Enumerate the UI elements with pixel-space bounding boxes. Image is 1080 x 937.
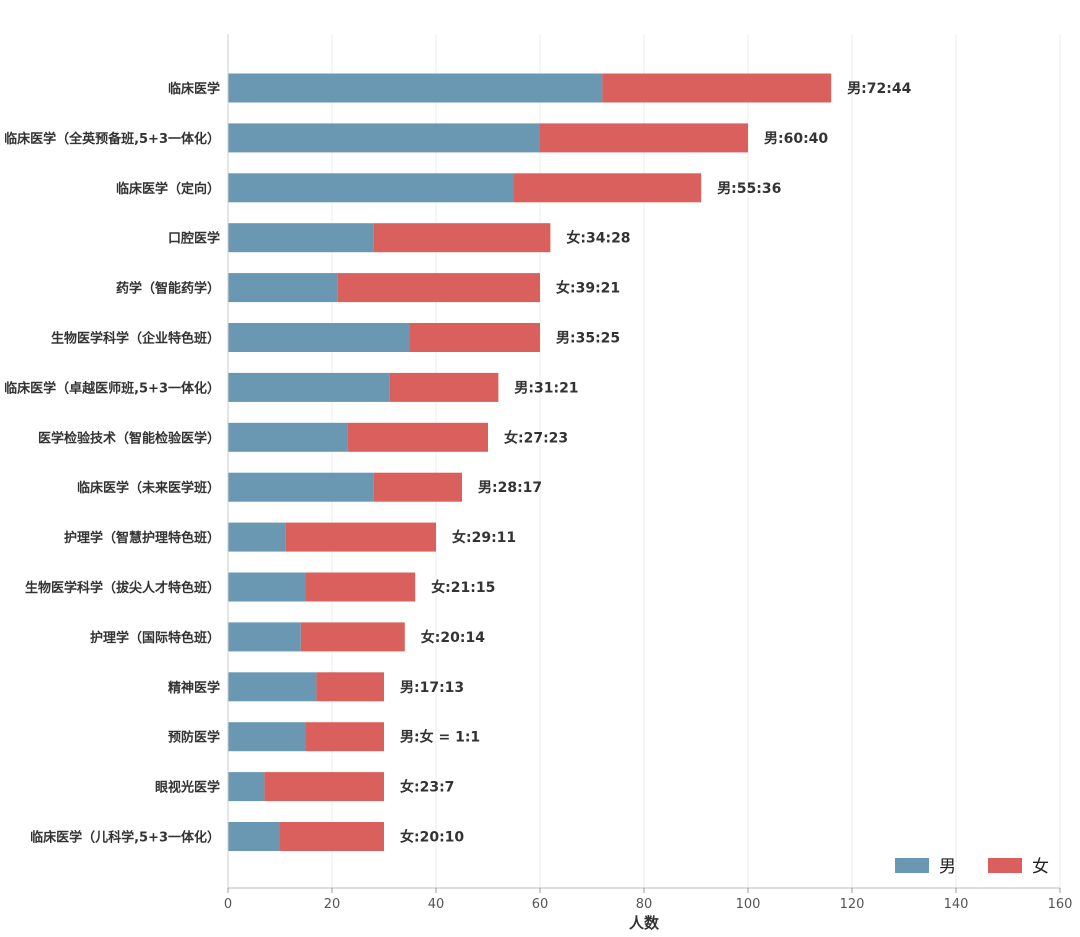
x-tick-label-0: 0 (224, 897, 232, 912)
category-label-7: 医学检验技术（智能检验医学） (38, 430, 220, 446)
bar-14-series-1 (264, 772, 384, 802)
x-tick-label-40: 40 (428, 897, 445, 912)
bar-11-series-0 (228, 622, 301, 652)
x-axis-title: 人数 (629, 914, 660, 932)
bar-value-label-2: 男:55:36 (717, 181, 781, 197)
category-label-2: 临床医学（定向） (116, 181, 220, 197)
bar-value-label-8: 男:28:17 (478, 480, 542, 496)
category-label-12: 精神医学 (168, 680, 220, 696)
bar-0-series-1 (602, 73, 832, 103)
category-label-6: 临床医学（卓越医师班,5+3一体化） (4, 380, 220, 396)
bar-13-series-1 (306, 722, 384, 752)
labels: 临床医学 男:72:44 临床医学（全英预备班,5+3一体化） 男:60:40 临床医学… (4, 81, 912, 846)
category-label-5: 生物医学科学（企业特色班） (51, 331, 220, 347)
bar-4-series-0 (228, 273, 338, 303)
legend: 男女 (895, 857, 1049, 877)
bar-value-label-11: 女:20:14 (421, 629, 485, 646)
bar-6-series-1 (389, 372, 499, 402)
bar-15-series-1 (280, 822, 384, 851)
bar-value-label-7: 女:27:23 (504, 429, 568, 446)
bar-9-series-0 (228, 522, 286, 552)
bar-7-series-0 (228, 422, 348, 452)
legend-swatch-0 (895, 858, 929, 873)
bar-value-label-4: 女:39:21 (556, 280, 620, 297)
bar-10-series-1 (306, 572, 416, 602)
category-label-1: 临床医学（全英预备班,5+3一体化） (4, 131, 220, 147)
bar-3-series-1 (373, 223, 551, 253)
category-label-15: 临床医学（儿科学,5+3一体化） (30, 830, 220, 846)
category-label-3: 口腔医学 (168, 231, 220, 247)
x-tick-label-60: 60 (532, 897, 549, 912)
x-tick-label-100: 100 (736, 897, 761, 912)
bar-value-label-6: 男:31:21 (514, 380, 578, 396)
bar-12-series-0 (228, 672, 317, 702)
bar-value-label-9: 女:29:11 (452, 529, 516, 546)
bar-value-label-15: 女:20:10 (400, 829, 464, 846)
bar-value-label-12: 男:17:13 (400, 680, 464, 696)
grid-lines (331, 34, 1061, 888)
bar-value-label-13: 男:女 = 1:1 (400, 729, 480, 746)
category-label-8: 临床医学（未来医学班） (77, 480, 220, 496)
bar-value-label-1: 男:60:40 (764, 131, 828, 147)
bar-2-series-1 (514, 173, 702, 203)
category-label-13: 预防医学 (168, 730, 220, 746)
bar-5-series-0 (228, 323, 410, 352)
bar-1-series-0 (228, 123, 540, 153)
bar-10-series-0 (228, 572, 306, 602)
bar-6-series-0 (228, 372, 390, 402)
bar-2-series-0 (228, 173, 514, 203)
category-label-0: 临床医学 (168, 81, 220, 97)
bar-14-series-0 (228, 772, 265, 802)
category-label-4: 药学（智能药学） (116, 281, 220, 297)
bar-1-series-1 (540, 123, 748, 153)
x-tick-label-160: 160 (1048, 897, 1073, 912)
bar-0-series-0 (228, 73, 603, 103)
bar-9-series-1 (285, 522, 436, 552)
bar-5-series-1 (410, 323, 540, 352)
bar-8-series-1 (373, 472, 462, 502)
category-label-11: 护理学（国际特色班） (90, 630, 220, 646)
legend-swatch-1 (988, 858, 1022, 873)
bar-value-label-5: 男:35:25 (556, 331, 620, 347)
bar-8-series-0 (228, 472, 374, 502)
bar-3-series-0 (228, 223, 374, 253)
x-axis: 人数 0 20 40 60 80 100 120 140 160 (224, 34, 1073, 932)
bar-15-series-0 (228, 822, 280, 851)
category-label-10: 生物医学科学（拔尖人才特色班） (25, 580, 220, 596)
x-tick-label-80: 80 (636, 897, 653, 912)
category-label-14: 眼视光医学 (155, 780, 220, 796)
bar-11-series-1 (300, 622, 405, 652)
x-tick-label-120: 120 (840, 897, 865, 912)
bar-value-label-0: 男:72:44 (847, 81, 911, 97)
bar-value-label-3: 女:34:28 (566, 230, 630, 247)
bar-13-series-0 (228, 722, 306, 752)
bars (228, 73, 832, 851)
x-tick-label-20: 20 (324, 897, 341, 912)
bar-7-series-1 (347, 422, 488, 452)
legend-label-1: 女 (1032, 857, 1049, 877)
bar-value-label-10: 女:21:15 (431, 579, 495, 596)
category-label-9: 护理学（智慧护理特色班） (64, 530, 220, 546)
x-tick-label-140: 140 (944, 897, 969, 912)
bar-4-series-1 (337, 273, 540, 303)
bar-12-series-1 (316, 672, 384, 702)
bar-value-label-14: 女:23:7 (400, 779, 454, 796)
legend-label-0: 男 (939, 857, 956, 877)
